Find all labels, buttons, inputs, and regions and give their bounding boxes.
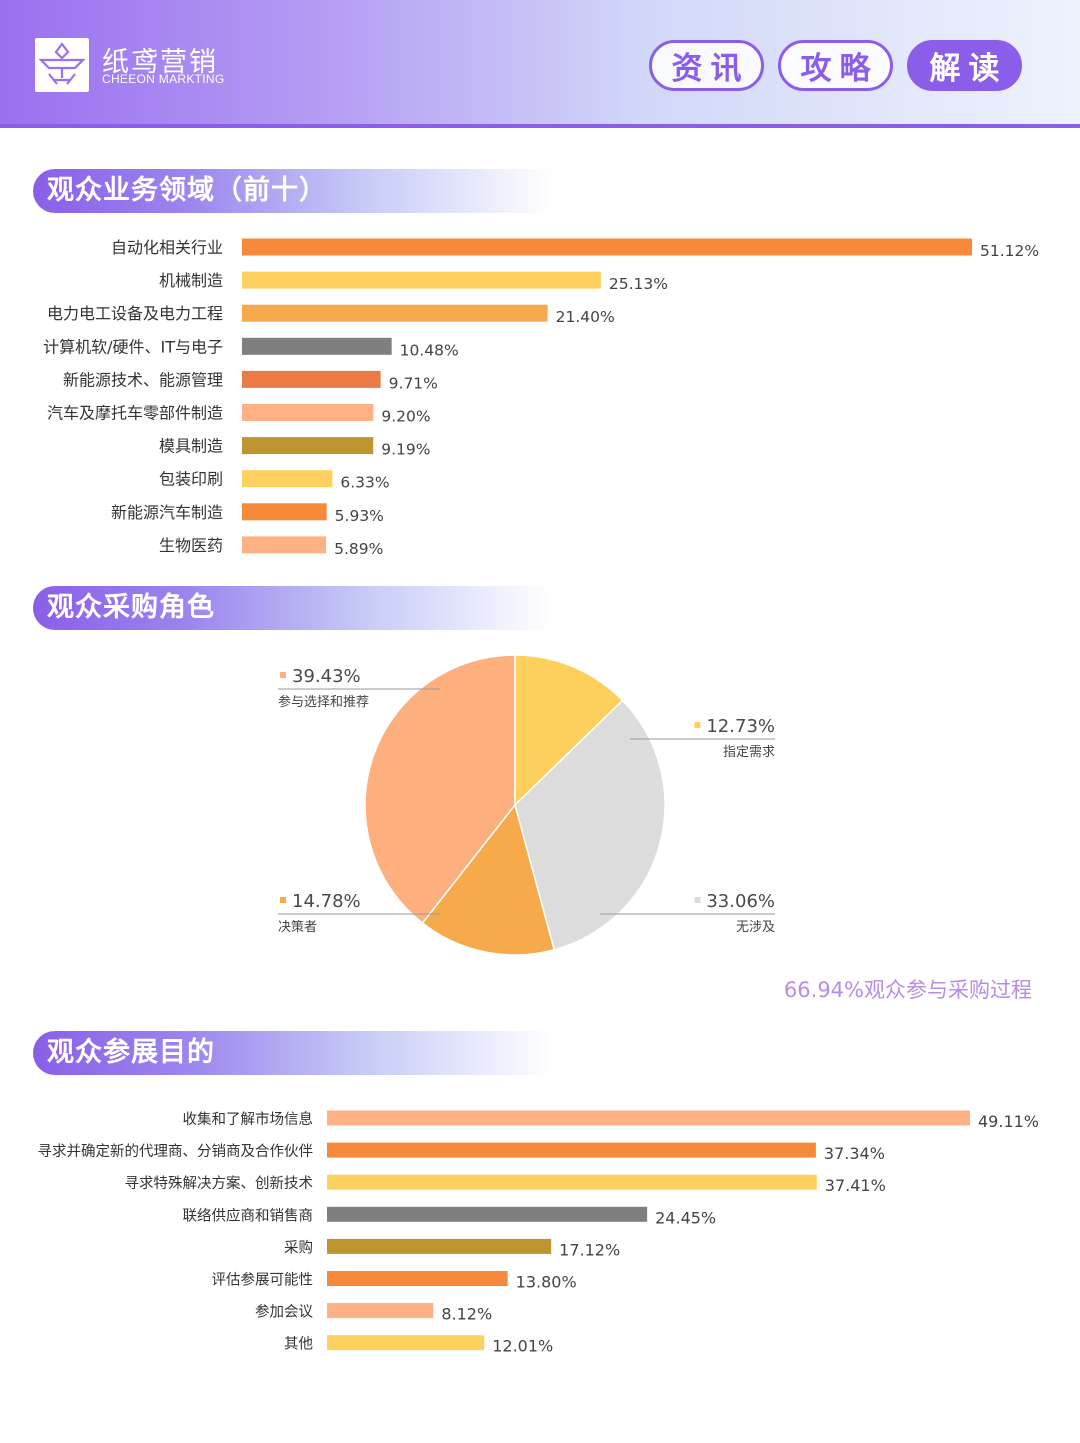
bar-value-label: 8.12% — [441, 1305, 492, 1324]
bar-category-label: 参加会议 — [255, 1304, 313, 1321]
bar — [242, 370, 381, 388]
bar-category-label: 新能源汽车制造 — [111, 503, 223, 522]
pie-category-label: 决策者 — [278, 919, 317, 935]
pie-slice — [514, 654, 624, 807]
bar-value-label: 21.40% — [556, 308, 615, 326]
bar-category-label: 汽车及摩托车零部件制造 — [47, 404, 223, 423]
bar-category-label: 其他 — [284, 1336, 313, 1353]
bar — [327, 1303, 434, 1319]
nav-interpretation-button[interactable]: 解读 — [907, 40, 1022, 91]
nav-news-button[interactable]: 资讯 — [649, 40, 764, 91]
logo-text-en: CHEEON MARKTING — [102, 72, 225, 86]
pie-value-label: 12.73% — [706, 716, 775, 737]
pie-legend-marker — [694, 897, 701, 903]
bar-category-label: 寻求并确定新的代理商、分销商及合作伙伴 — [38, 1143, 314, 1160]
bar — [242, 337, 392, 355]
bar-category-label: 收集和了解市场信息 — [183, 1111, 314, 1128]
bar-category-label: 机械制造 — [159, 271, 223, 290]
bar-value-label: 6.33% — [340, 474, 389, 492]
bar-category-label: 电力电工设备及电力工程 — [47, 304, 223, 323]
pie-slice — [364, 654, 516, 925]
section-title-purpose: 观众参展目的 — [33, 1031, 553, 1075]
section-title-role: 观众采购角色 — [33, 586, 553, 630]
bar-value-label: 37.41% — [825, 1176, 886, 1195]
bar-value-label: 9.71% — [389, 374, 438, 392]
bar — [242, 503, 327, 521]
bar-category-label: 计算机软/硬件、IT与电子 — [43, 337, 223, 356]
bar — [242, 404, 374, 421]
bar — [242, 238, 972, 256]
bar — [242, 304, 548, 322]
bar — [327, 1142, 816, 1158]
bar — [327, 1238, 552, 1254]
bar-value-label: 25.13% — [609, 275, 668, 293]
bar — [327, 1206, 648, 1222]
pie-slice — [514, 699, 666, 951]
bar-value-label: 5.89% — [334, 540, 383, 558]
bar-value-label: 17.12% — [559, 1240, 620, 1259]
pie-legend-marker — [280, 672, 286, 678]
pie-slice — [421, 803, 556, 956]
pie-category-label: 参与选择和推荐 — [278, 694, 369, 710]
pie-legend-marker — [280, 897, 286, 903]
bar-value-label: 49.11% — [978, 1112, 1039, 1131]
industry-bar-chart: 自动化相关行业 51.12% 机械制造 25.13% 电力电工设备及电力工程 21.40%… — [43, 238, 1039, 558]
bar-value-label: 9.20% — [381, 408, 430, 426]
pie-summary-note: 66.94%观众参与采购过程 — [783, 978, 1032, 1002]
bar — [242, 470, 333, 488]
bar-category-label: 新能源技术、能源管理 — [63, 370, 223, 389]
bar — [242, 437, 374, 455]
bar-value-label: 37.34% — [824, 1144, 885, 1163]
bar-value-label: 51.12% — [980, 242, 1039, 260]
page-header: 纸鸢营销 CHEEON MARKTING 资讯 攻略 解读 — [0, 0, 1080, 128]
pie-value-label: 33.06% — [706, 891, 775, 912]
bar-value-label: 24.45% — [655, 1208, 716, 1227]
bar — [242, 536, 327, 554]
pie-value-label: 14.78% — [292, 891, 361, 912]
bar-category-label: 模具制造 — [159, 437, 223, 456]
bar-category-label: 寻求特殊解决方案、创新技术 — [125, 1174, 314, 1192]
pie-category-label: 无涉及 — [736, 920, 775, 935]
bar-category-label: 采购 — [284, 1239, 313, 1256]
section-title-industry: 观众业务领域（前十） — [33, 169, 553, 213]
purpose-bar-chart: 收集和了解市场信息 49.11% 寻求并确定新的代理商、分销商及合作伙伴 37.34%… — [38, 1110, 1039, 1356]
bar-value-label: 13.80% — [516, 1273, 577, 1292]
bar — [242, 271, 601, 289]
bar-value-label: 10.48% — [400, 341, 459, 359]
bar — [327, 1174, 817, 1190]
bar-category-label: 自动化相关行业 — [111, 238, 223, 257]
bar — [327, 1335, 485, 1351]
bar-category-label: 包装印刷 — [159, 470, 223, 489]
bar-value-label: 12.01% — [492, 1337, 553, 1356]
bar-category-label: 生物医药 — [159, 536, 223, 555]
logo-kite-icon — [35, 38, 89, 92]
bar-category-label: 联络供应商和销售商 — [183, 1206, 314, 1224]
bar-category-label: 评估参展可能性 — [212, 1272, 314, 1289]
nav-guide-button[interactable]: 攻略 — [778, 40, 893, 91]
logo-text-cn: 纸鸢营销 — [102, 47, 218, 78]
role-pie-chart: 39.43% 参与选择和推荐 12.73% 指定需求 33.06% 无涉及 14.78% 决策… — [278, 654, 775, 956]
pie-legend-marker — [694, 722, 701, 728]
pie-category-label: 指定需求 — [723, 745, 775, 760]
bar — [327, 1271, 508, 1286]
bar-value-label: 9.19% — [381, 441, 430, 459]
bar — [327, 1110, 970, 1126]
bar-value-label: 5.93% — [335, 507, 384, 525]
pie-value-label: 39.43% — [292, 666, 361, 687]
